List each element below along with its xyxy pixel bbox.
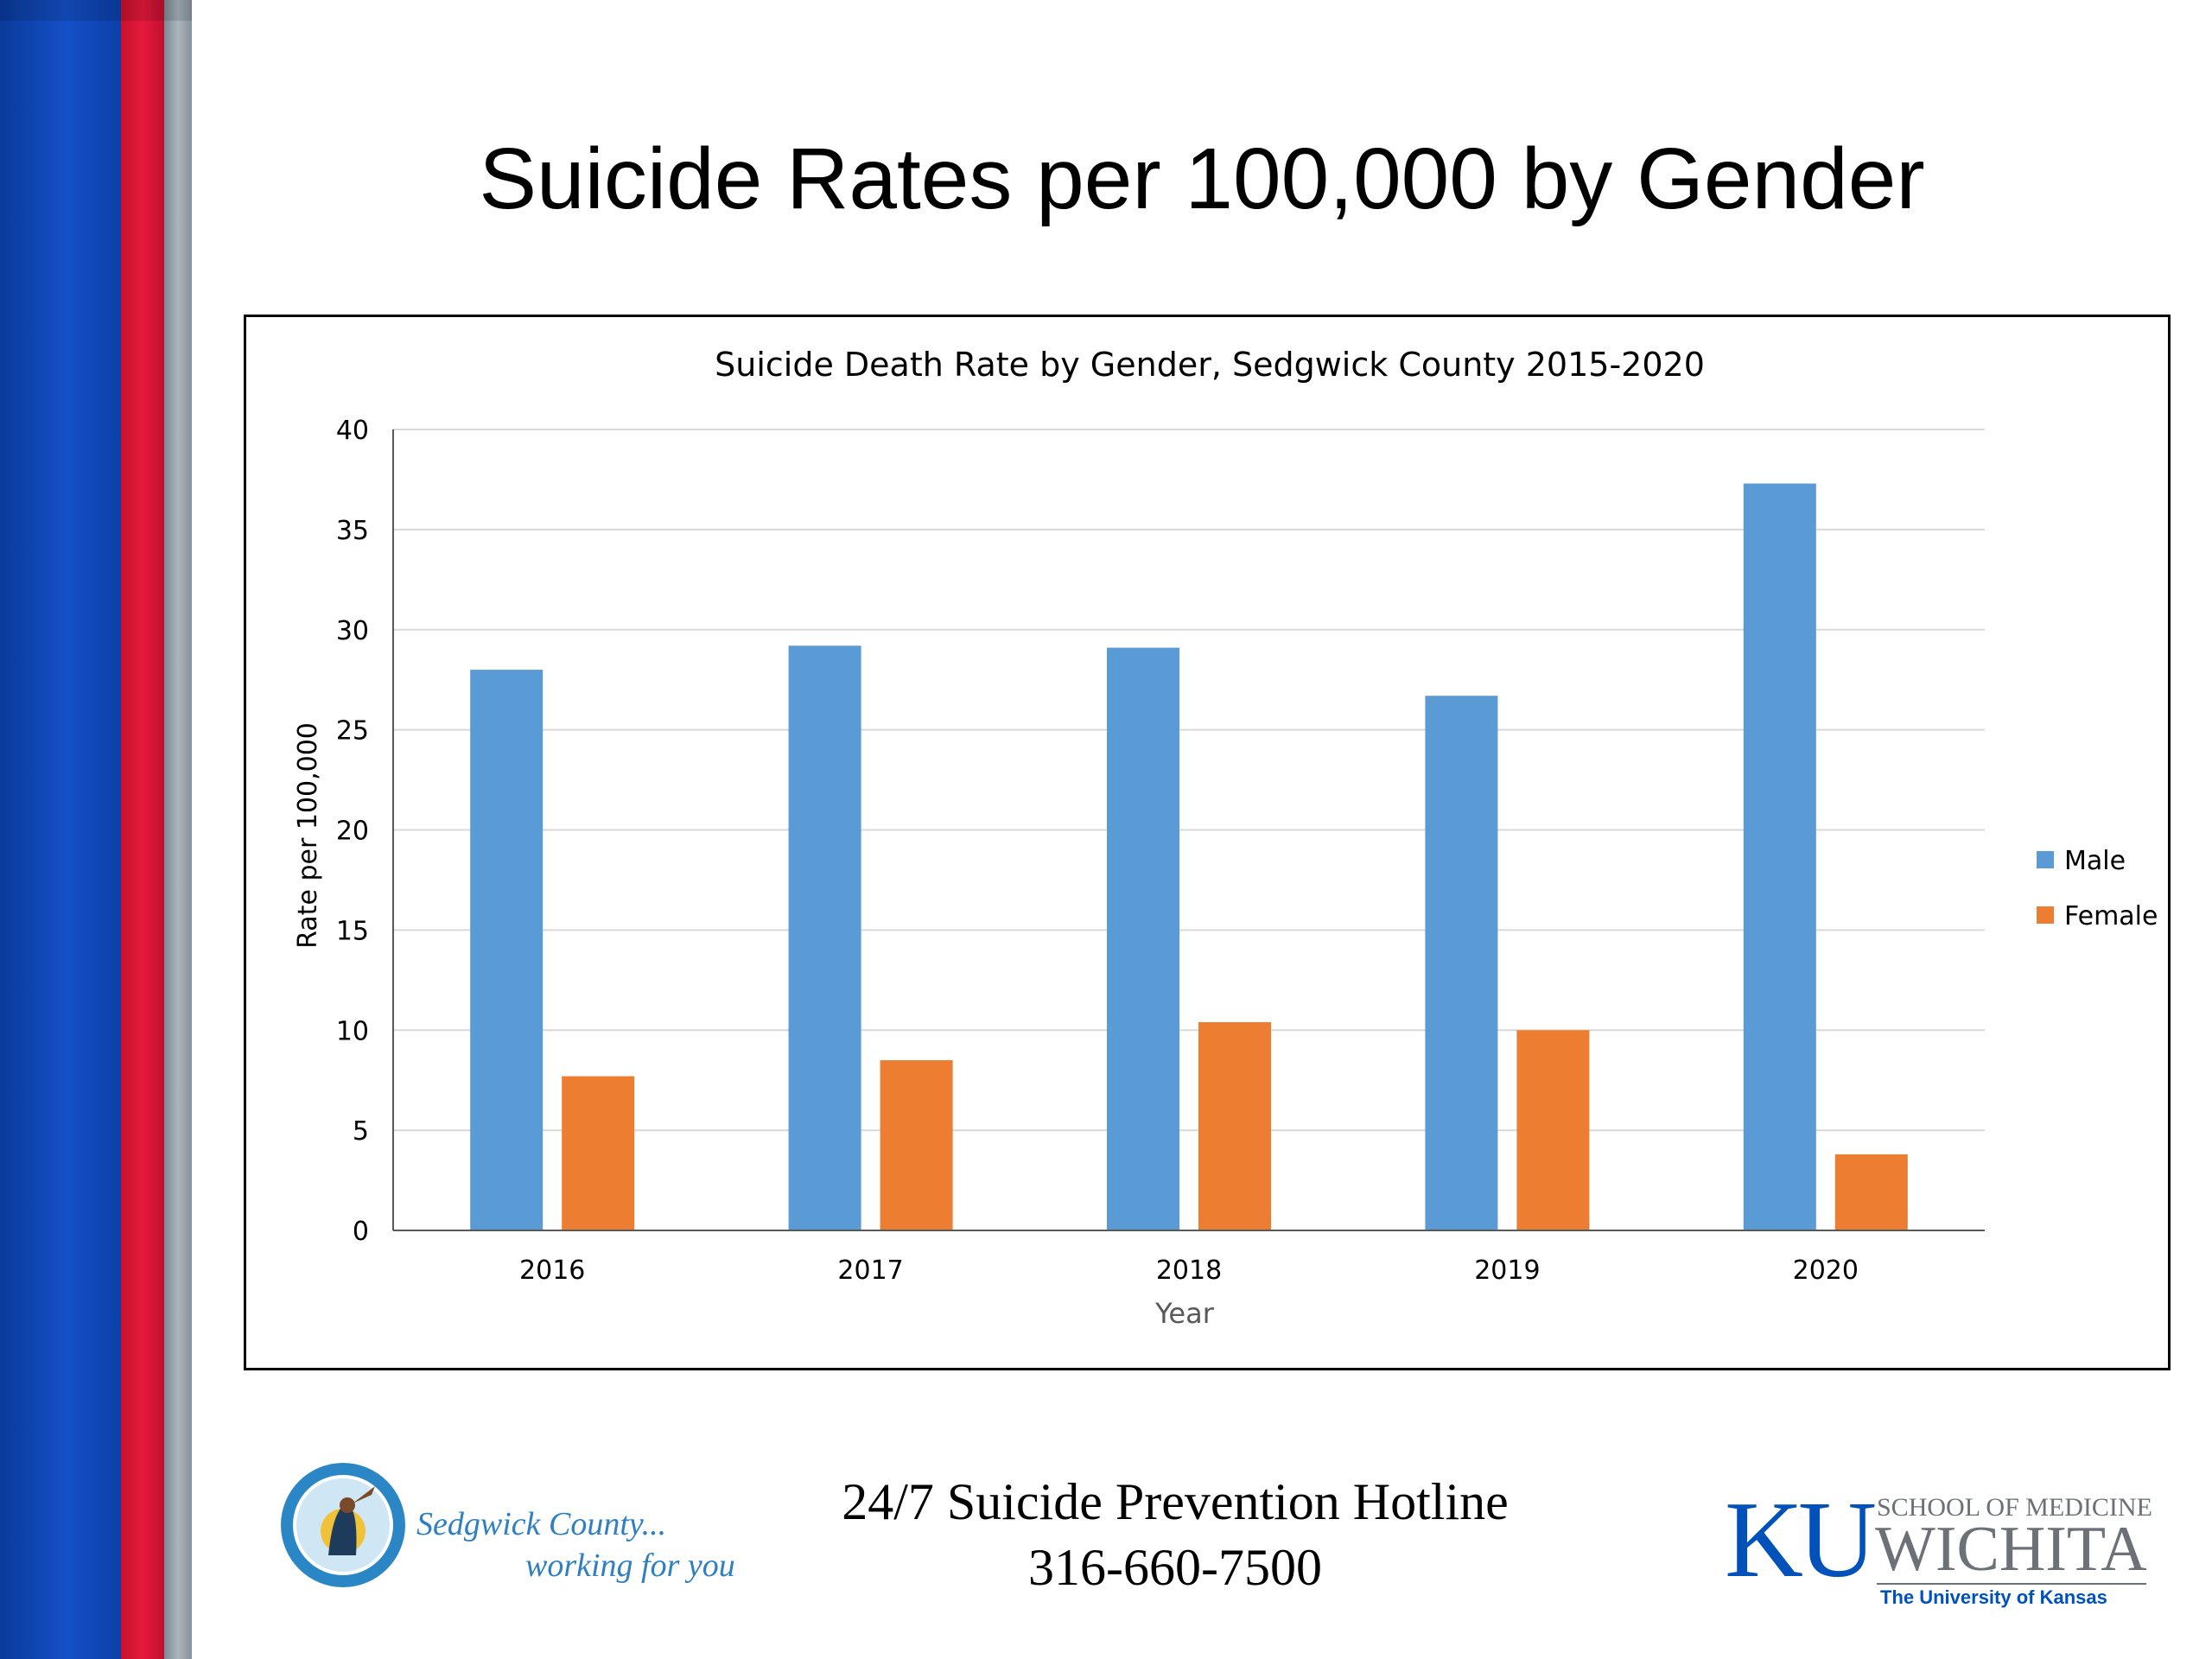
ku-campus-label: WICHITA [1875, 1514, 2147, 1585]
bar-female-2020 [1834, 1154, 1908, 1230]
y-tick-label: 30 [336, 616, 369, 646]
bar-male-2017 [788, 645, 861, 1230]
hotline-block: 24/7 Suicide Prevention Hotline 316-660-… [743, 1469, 1607, 1600]
county-seal-icon [281, 1463, 405, 1587]
y-tick-label: 20 [336, 817, 369, 847]
bar-male-2020 [1743, 483, 1816, 1230]
bar-female-2018 [1198, 1021, 1271, 1230]
bar-female-2016 [562, 1076, 635, 1230]
left-blue-stripe [0, 0, 121, 1659]
x-tick-label: 2016 [519, 1255, 585, 1286]
x-axis-label: Year [1154, 1297, 1215, 1330]
ku-mark: KU [1725, 1480, 1877, 1600]
chart-title: Suicide Death Rate by Gender, Sedgwick C… [715, 346, 1705, 384]
hotline-number: 316-660-7500 [1028, 1539, 1322, 1596]
x-tick-label: 2019 [1474, 1255, 1540, 1286]
legend-label-male: Male [2064, 846, 2126, 876]
bars [470, 483, 1908, 1230]
legend-swatch-male [2037, 851, 2054, 868]
x-tick-label: 2017 [837, 1255, 903, 1286]
ku-university-label: The University of Kansas [1880, 1586, 2107, 1608]
bar-chart: Suicide Death Rate by Gender, Sedgwick C… [293, 346, 2158, 1330]
county-tagline-line1: Sedgwick County... [416, 1506, 667, 1542]
ku-wichita-logo: KU SCHOOL OF MEDICINE WICHITA The Univer… [1725, 1480, 2174, 1609]
y-tick-label: 15 [336, 916, 369, 946]
x-tick-label: 2020 [1793, 1255, 1859, 1286]
bar-female-2017 [880, 1060, 953, 1230]
left-red-stripe [121, 0, 164, 1659]
bar-female-2019 [1516, 1030, 1590, 1230]
left-gray-stripe [164, 0, 192, 1659]
bar-male-2018 [1107, 647, 1179, 1230]
slide-title: Suicide Rates per 100,000 by Gender [479, 130, 1925, 227]
y-tick-label: 25 [336, 716, 369, 747]
x-tick-label: 2018 [1156, 1255, 1222, 1286]
y-tick-label: 0 [353, 1217, 369, 1247]
hotline-title: 24/7 Suicide Prevention Hotline [842, 1473, 1509, 1530]
y-tick-label: 10 [336, 1016, 369, 1046]
ku-school-label: SCHOOL OF MEDICINE [1877, 1493, 2152, 1522]
county-tagline-line2: working for you [525, 1548, 735, 1584]
axes: 0 5 10 15 20 25 30 35 40 2016 2017 2018 2019 2020 [336, 416, 1985, 1286]
stripe-top-shade [0, 0, 192, 21]
y-tick-label: 35 [336, 516, 369, 546]
bar-male-2019 [1425, 696, 1498, 1230]
legend-swatch-female [2037, 906, 2054, 924]
bar-male-2016 [470, 670, 543, 1230]
y-tick-label: 40 [336, 416, 369, 446]
y-axis-label: Rate per 100,000 [293, 722, 323, 949]
legend-label-female: Female [2064, 901, 2158, 931]
ku-divider [1877, 1583, 2146, 1585]
y-tick-label: 5 [353, 1116, 369, 1147]
sedgwick-county-logo: Sedgwick County... working for you [278, 1460, 762, 1599]
gridlines [393, 429, 1985, 1132]
chart-frame: Suicide Death Rate by Gender, Sedgwick C… [244, 315, 2171, 1370]
legend: Male Female [2037, 846, 2158, 931]
